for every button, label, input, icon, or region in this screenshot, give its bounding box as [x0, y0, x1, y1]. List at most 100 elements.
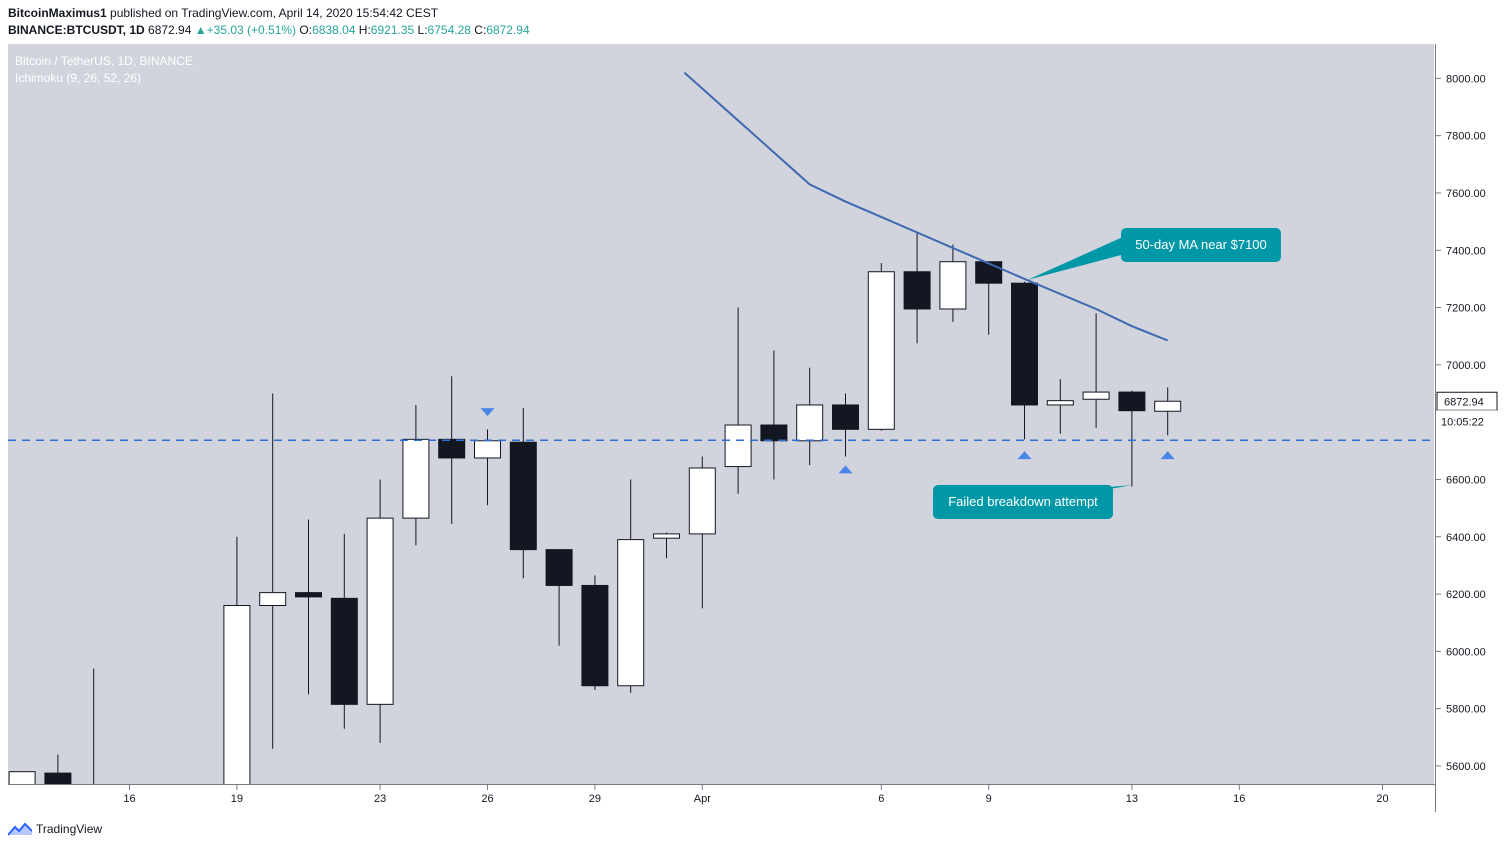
signal-up-icon	[1160, 451, 1175, 460]
candle[interactable]	[760, 350, 788, 480]
candle-body	[653, 533, 680, 539]
candle-body	[903, 271, 931, 310]
ma-callout-box	[1121, 228, 1281, 262]
y-tick-label: 8000.00	[1446, 73, 1486, 85]
candle-body	[617, 539, 645, 687]
candle[interactable]	[330, 533, 358, 729]
x-tick-label: 20	[1376, 793, 1388, 805]
publish-line: BitcoinMaximus1 published on TradingView…	[8, 6, 438, 20]
candle[interactable]	[581, 575, 609, 691]
low-label: L:	[417, 23, 428, 37]
candle[interactable]	[8, 771, 36, 815]
x-tick-label: Apr	[694, 793, 711, 805]
author-name[interactable]: BitcoinMaximus1	[8, 6, 107, 20]
last-price: 6872.94	[148, 23, 192, 37]
candle-body	[474, 440, 501, 459]
candle-body	[223, 605, 251, 784]
price-change: +35.03 (+0.51%)	[206, 23, 297, 37]
current-price-label[interactable]: 6872.94 10:05:22	[1436, 391, 1498, 431]
candle-body	[438, 438, 466, 459]
tradingview-logo[interactable]: TradingView	[8, 822, 102, 836]
candle[interactable]	[1154, 387, 1182, 436]
breakdown-callout[interactable]: Failed breakdown attempt	[933, 485, 1132, 519]
candle-body	[366, 517, 394, 705]
high-value: 6921.35	[370, 23, 415, 37]
candle-body	[581, 584, 609, 687]
candle-body	[688, 467, 716, 535]
signal-up-icon	[838, 465, 853, 474]
candle[interactable]	[688, 456, 716, 609]
candle[interactable]	[832, 393, 859, 457]
low-value: 6754.28	[427, 23, 471, 37]
y-tick-label: 5600.00	[1446, 761, 1486, 773]
legend-indicator: Ichimoku (9, 26, 52, 26)	[15, 71, 141, 85]
candle-body	[975, 261, 1003, 284]
candle-body	[545, 549, 573, 586]
close-value: 6872.94	[486, 23, 530, 37]
countdown-text: 10:05:22	[1441, 416, 1484, 428]
candle[interactable]	[438, 376, 466, 524]
moving-average-line[interactable]	[683, 71, 1169, 342]
candle[interactable]	[223, 536, 251, 815]
candle[interactable]	[366, 479, 394, 744]
candle[interactable]	[617, 479, 645, 693]
candle[interactable]	[653, 532, 680, 559]
candle[interactable]	[724, 307, 752, 494]
legend-title: Bitcoin / TetherUS, 1D, BINANCE	[15, 54, 193, 68]
plot-area[interactable]	[8, 44, 1434, 784]
published-text: published on TradingView.com, April 14, …	[110, 6, 439, 20]
y-tick-label: 7800.00	[1446, 131, 1486, 143]
x-tick-label: 29	[589, 793, 601, 805]
candle-body	[1046, 400, 1074, 406]
candle-body	[1011, 282, 1038, 406]
y-tick-label: 6600.00	[1446, 474, 1486, 486]
x-tick-label: 19	[231, 793, 243, 805]
open-label: O:	[299, 23, 313, 37]
y-tick-label: 7600.00	[1446, 188, 1486, 200]
y-tick-label: 7200.00	[1446, 303, 1486, 315]
tradingview-logo-icon	[8, 822, 32, 836]
candle-body	[939, 261, 967, 310]
candle-body	[1082, 391, 1110, 400]
candle[interactable]	[474, 429, 501, 506]
candle[interactable]	[402, 404, 430, 546]
x-axis-ticks: 16 19 23 26 29 Apr 6 9 13 16 20	[123, 785, 1389, 805]
change-up-icon: ▲	[194, 23, 207, 37]
countdown-box	[1437, 410, 1497, 431]
x-tick-label: 13	[1126, 793, 1138, 805]
candle[interactable]	[867, 263, 895, 431]
candle[interactable]	[903, 231, 931, 344]
candle[interactable]	[1011, 281, 1038, 440]
axis-labels: 50-day MA near $7100 Failed breakdown att…	[933, 228, 1498, 519]
candle[interactable]	[939, 244, 967, 322]
candle[interactable]	[796, 367, 824, 466]
close-label: C:	[474, 23, 487, 37]
candle-body	[867, 271, 895, 430]
candle[interactable]	[44, 754, 72, 814]
x-tick-label: 9	[986, 793, 992, 805]
candle[interactable]	[1046, 379, 1074, 434]
candle-body	[330, 597, 358, 705]
candle[interactable]	[545, 549, 573, 646]
ohlc-line: BINANCE:BTCUSDT, 1D 6872.94 ▲+35.03 (+0.…	[8, 23, 530, 37]
candle-body	[402, 438, 430, 519]
time-axis[interactable]	[8, 784, 1434, 812]
candle[interactable]	[81, 668, 107, 817]
signal-down-icon	[480, 408, 495, 417]
candles-layer	[8, 231, 1182, 817]
candle-body	[1118, 391, 1146, 412]
candle[interactable]	[295, 519, 322, 695]
chart-header: BitcoinMaximus1 published on TradingView…	[0, 0, 1507, 44]
candle[interactable]	[1118, 390, 1146, 487]
candle[interactable]	[509, 407, 537, 579]
ma-callout[interactable]: 50-day MA near $7100	[1027, 228, 1282, 280]
candle-body	[760, 424, 788, 442]
candle-body	[81, 815, 107, 817]
breakdown-callout-pointer	[1085, 485, 1132, 489]
x-tick-label: 23	[374, 793, 386, 805]
candle[interactable]	[1082, 313, 1110, 428]
candle[interactable]	[259, 393, 287, 749]
ma-callout-pointer	[1027, 236, 1125, 280]
overlay-layer	[8, 71, 1434, 474]
